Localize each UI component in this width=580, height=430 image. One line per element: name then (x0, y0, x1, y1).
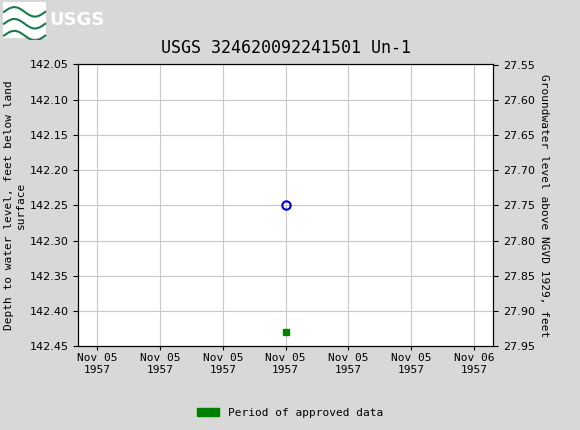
Text: USGS: USGS (49, 11, 104, 29)
Legend: Period of approved data: Period of approved data (193, 403, 387, 422)
Y-axis label: Depth to water level, feet below land
surface: Depth to water level, feet below land su… (4, 80, 26, 330)
Bar (3, 2, 46, 37)
Y-axis label: Groundwater level above NGVD 1929, feet: Groundwater level above NGVD 1929, feet (539, 74, 549, 337)
Title: USGS 324620092241501 Un-1: USGS 324620092241501 Un-1 (161, 40, 411, 57)
